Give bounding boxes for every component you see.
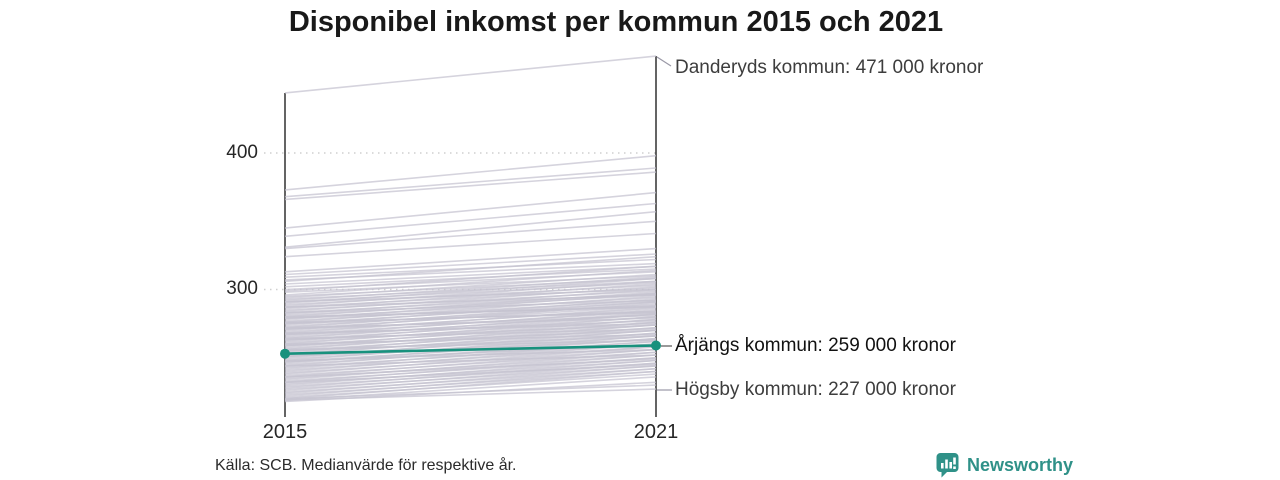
municipality-line (284, 255, 657, 283)
municipality-line (284, 358, 657, 378)
municipality-line (284, 210, 657, 248)
municipality-line (284, 306, 657, 334)
x-tick-2015: 2015 (262, 421, 308, 443)
x-tick-2021: 2021 (633, 421, 679, 443)
municipality-line (284, 367, 657, 397)
highlight-line-arjang (280, 340, 661, 359)
municipality-line (284, 55, 657, 94)
newsworthy-brand-name: Newsworthy (967, 455, 1074, 475)
municipality-line (284, 339, 657, 351)
municipality-line (284, 280, 657, 307)
municipality-line (284, 191, 657, 229)
municipality-line (284, 295, 657, 324)
municipality-line (284, 232, 657, 258)
annotation-hogsby: Högsby kommun: 227 000 kronor (675, 379, 956, 400)
municipality-line (284, 388, 657, 401)
municipality-line (284, 167, 657, 198)
leader-danderyd (656, 56, 672, 67)
municipality-line (284, 269, 657, 296)
chart-title: Disponibel inkomst per kommun 2015 och 2… (288, 6, 944, 38)
municipality-line (284, 343, 657, 373)
municipality-line (284, 247, 657, 273)
municipality-line (284, 348, 657, 378)
municipality-line (284, 253, 657, 276)
municipality-line (284, 311, 657, 324)
municipality-line (284, 344, 657, 355)
municipality-line (284, 288, 657, 303)
municipality-line (284, 299, 657, 314)
municipality-line (284, 354, 657, 367)
source-note: Källa: SCB. Medianvärde för respektive å… (215, 457, 517, 474)
municipality-line (284, 328, 657, 340)
municipality-line (284, 273, 657, 299)
municipality-line (284, 265, 657, 292)
municipality-line (284, 301, 657, 329)
newsworthy-brand: Newsworthy (936, 452, 1073, 478)
municipality-line (284, 276, 657, 302)
municipality-line (284, 202, 657, 238)
municipality-line (284, 384, 657, 400)
y-tick-400: 400 (226, 142, 258, 163)
annotation-arjang: Årjängs kommun: 259 000 kronor (675, 335, 956, 356)
municipality-line (284, 365, 657, 394)
municipality-line (284, 171, 657, 201)
background-municipality-lines (284, 55, 657, 403)
newsworthy-chart-bubble-icon (936, 453, 959, 478)
municipality-line (284, 333, 657, 345)
municipality-line (284, 316, 657, 345)
annotation-leaders (656, 56, 672, 391)
highlight-dot-2021 (651, 340, 661, 351)
municipality-line (284, 306, 657, 318)
municipality-line (284, 220, 657, 250)
municipality-line (284, 348, 657, 362)
municipality-line (284, 363, 657, 384)
municipality-line (284, 370, 657, 400)
y-tick-300: 300 (226, 278, 258, 299)
municipality-line (284, 154, 657, 191)
highlight-dot-2015 (280, 348, 290, 359)
municipality-line (284, 322, 657, 334)
municipality-line (284, 294, 657, 308)
municipality-line (284, 317, 657, 329)
municipality-line (284, 265, 657, 285)
annotation-danderyd: Danderyds kommun: 471 000 kronor (675, 57, 984, 78)
